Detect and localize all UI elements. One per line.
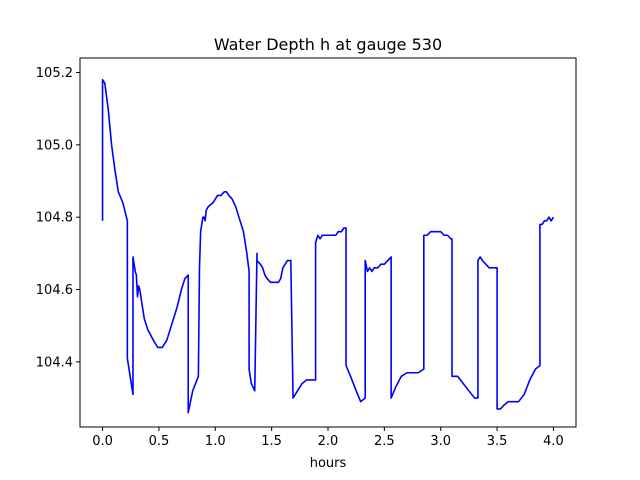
x-tick-label: 2.5 [374,434,395,449]
y-tick-label: 104.8 [36,211,73,226]
x-tick-label: 0.0 [92,434,113,449]
y-tick-label: 104.4 [36,355,73,370]
x-axis-ticks: 0.0 0.5 1.0 1.5 2.0 2.5 3.0 3.5 4.0 [92,427,564,449]
x-tick-label: 2.0 [318,434,339,449]
x-tick-label: 4.0 [543,434,564,449]
x-tick-label: 3.0 [430,434,451,449]
x-tick-label: 1.5 [261,434,282,449]
series-line-0 [101,78,555,414]
y-tick-label: 105.0 [36,138,73,153]
y-tick-label: 105.2 [36,66,73,81]
x-tick-label: 3.5 [487,434,508,449]
y-axis-ticks: 104.4 104.6 104.8 105.0 105.2 [36,66,80,370]
chart-title: Water Depth h at gauge 530 [214,35,442,54]
y-tick-label: 104.6 [36,283,73,298]
x-axis-label: hours [310,456,347,471]
x-tick-label: 0.5 [149,434,170,449]
x-tick-label: 1.0 [205,434,226,449]
